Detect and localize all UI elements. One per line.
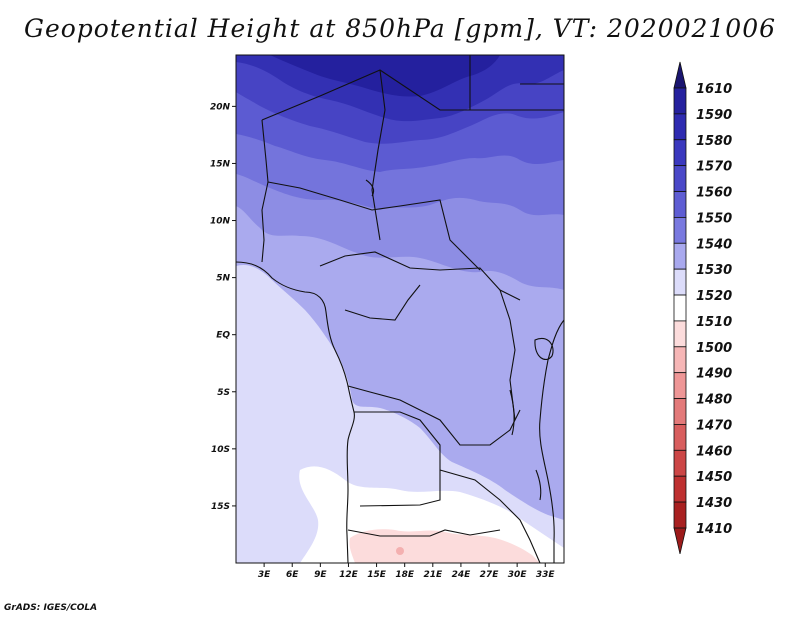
colorbar-swatch xyxy=(673,165,687,192)
colorbar-swatch xyxy=(673,398,687,425)
border-congo xyxy=(344,284,421,321)
lon-tick-label: 9E xyxy=(314,570,327,580)
colorbar-label: 1520 xyxy=(696,289,732,304)
border-nile xyxy=(470,83,564,111)
colorbar-swatch xyxy=(673,501,687,529)
east-coast xyxy=(539,319,565,563)
lake-tanganyika xyxy=(509,389,515,436)
lat-tick-label: 15N xyxy=(210,159,231,169)
longitude-axis: 3E 6E 9E 12E 15E 18E 21E 24E 27E 30E 33E xyxy=(258,563,556,580)
colorbar-swatch xyxy=(673,268,687,296)
border-west xyxy=(261,119,269,263)
colorbar-swatch xyxy=(673,320,687,348)
lon-tick-label: 3E xyxy=(258,570,271,580)
colorbar-label: 1610 xyxy=(696,82,732,97)
border-sahara xyxy=(261,55,471,121)
lake-victoria xyxy=(534,338,554,360)
colorbar-swatch xyxy=(673,216,687,244)
contour-1490-patch xyxy=(396,547,404,555)
lat-tick-label: 15S xyxy=(211,502,230,512)
colorbar-swatch xyxy=(673,449,687,477)
colorbar-label: 1580 xyxy=(696,134,732,149)
lon-tick-label: 21E xyxy=(423,570,443,580)
lon-tick-label: 12E xyxy=(339,570,359,580)
colorbar-label: 1430 xyxy=(696,496,732,511)
lon-tick-label: 24E xyxy=(452,570,472,580)
colorbar-bottom-arrow xyxy=(673,527,687,555)
colorbar-swatch xyxy=(673,191,687,218)
lon-tick-label: 27E xyxy=(480,570,500,580)
colorbar-swatch xyxy=(673,424,687,451)
lake-malawi xyxy=(535,469,542,501)
lon-tick-label: 33E xyxy=(536,570,556,580)
border-central xyxy=(319,251,521,301)
colorbar-swatch xyxy=(673,475,687,503)
contour-1610 xyxy=(270,55,500,97)
chart-title: Geopotential Height at 850hPa [gpm], VT:… xyxy=(23,14,777,43)
colorbar-label: 1450 xyxy=(696,470,732,485)
colorbar-label: 1460 xyxy=(696,444,732,459)
colorbar-label: 1530 xyxy=(696,263,732,278)
colorbar-label: 1510 xyxy=(696,315,732,330)
colorbar-label: 1490 xyxy=(696,367,732,382)
lon-tick-label: 6E xyxy=(286,570,299,580)
latitude-axis: 20N 15N 10N 5N EQ 5S 10S 15S xyxy=(210,102,236,512)
colorbar-swatch xyxy=(673,346,687,374)
lon-tick-label: 30E xyxy=(508,570,528,580)
colorbar-swatch xyxy=(673,294,687,322)
colorbar-label: 1550 xyxy=(696,211,732,226)
colorbar-swatch xyxy=(673,113,687,141)
colorbar-label: 1540 xyxy=(696,237,732,252)
colorbar-top-arrow xyxy=(673,61,687,89)
border-angola xyxy=(354,411,441,507)
lon-tick-label: 18E xyxy=(395,570,415,580)
coastlines-borders xyxy=(235,55,565,564)
border-congo-south xyxy=(347,385,521,446)
credit-text: GrADS: IGES/COLA xyxy=(4,603,98,613)
map-frame xyxy=(235,54,565,564)
colorbar-label: 1560 xyxy=(696,186,732,201)
lat-tick-label: 5N xyxy=(216,274,230,284)
colorbar-swatch xyxy=(673,372,687,399)
border-southeast xyxy=(439,469,541,564)
colorbar-label: 1410 xyxy=(696,522,732,537)
map-panel xyxy=(235,54,565,564)
lat-tick-label: 5S xyxy=(217,388,230,398)
colorbar: 1610 1590 1580 1570 1560 1550 1540 1530 1520 1510… xyxy=(673,61,732,555)
colorbar-label: 1480 xyxy=(696,393,732,408)
border-sahel xyxy=(267,181,481,271)
colorbar-label: 1470 xyxy=(696,418,732,433)
border-east xyxy=(499,289,516,421)
border-south xyxy=(347,529,501,537)
colorbar-label: 1570 xyxy=(696,160,732,175)
lat-tick-label: 10N xyxy=(210,217,231,227)
colorbar-swatch xyxy=(673,139,687,167)
colorbar-label: 1500 xyxy=(696,341,732,356)
lat-tick-label: 20N xyxy=(210,102,231,112)
colorbar-label: 1590 xyxy=(696,108,732,123)
border-north xyxy=(371,69,386,241)
lake-chad xyxy=(365,179,375,197)
lat-tick-label: EQ xyxy=(216,331,230,341)
colorbar-swatch xyxy=(673,87,687,115)
contour-1500 xyxy=(349,529,540,563)
lon-tick-label: 15E xyxy=(367,570,387,580)
africa-coastline xyxy=(235,261,355,564)
colorbar-swatch xyxy=(673,242,687,270)
lat-tick-label: 10S xyxy=(211,445,230,455)
